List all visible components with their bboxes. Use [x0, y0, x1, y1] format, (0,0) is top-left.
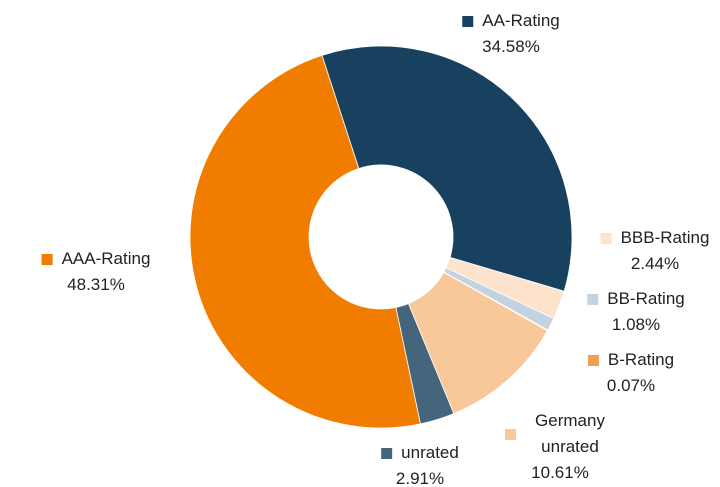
legend-swatch — [600, 232, 612, 244]
legend-entry: BBB-Rating — [600, 225, 710, 251]
legend-swatch — [587, 354, 599, 366]
legend-swatch — [505, 428, 516, 440]
category-label: AA-Rating — [482, 11, 560, 30]
data-label: BBB-Rating 2.44% — [600, 225, 710, 277]
data-label: unrated 2.91% — [381, 440, 459, 487]
data-label: B-Rating 0.07% — [587, 347, 675, 399]
value-label: 0.07% — [606, 376, 656, 395]
category-label: Germany unrated — [535, 411, 605, 456]
value-label: 2.91% — [395, 469, 445, 487]
legend-swatch — [587, 293, 599, 305]
category-label: BBB-Rating — [620, 228, 710, 247]
value-label: 10.61% — [531, 463, 589, 482]
category-label: unrated — [401, 443, 459, 462]
legend-swatch — [462, 15, 474, 27]
legend-entry: unrated — [381, 440, 459, 466]
legend-entry: B-Rating — [587, 347, 675, 373]
data-label: BB-Rating 1.08% — [587, 286, 685, 338]
donut-segment — [407, 271, 548, 415]
value-label: 2.44% — [630, 254, 680, 273]
category-label: BB-Rating — [607, 289, 685, 308]
legend-swatch — [381, 447, 393, 459]
data-label: AAA-Rating 48.31% — [41, 246, 151, 298]
data-label: AA-Rating 34.58% — [462, 8, 560, 60]
donut-segment — [321, 45, 573, 292]
donut-segment — [189, 54, 421, 429]
legend-swatch — [41, 253, 53, 265]
value-label: 1.08% — [611, 315, 661, 334]
legend-entry: AA-Rating — [462, 8, 560, 34]
category-label: B-Rating — [607, 350, 675, 369]
category-label: AAA-Rating — [61, 249, 151, 268]
legend-entry: Germany unrated — [505, 408, 615, 460]
legend-entry: BB-Rating — [587, 286, 685, 312]
value-label: 48.31% — [67, 275, 125, 294]
data-label: Germany unrated 10.61% — [505, 408, 615, 486]
value-label: 34.58% — [482, 37, 540, 56]
legend-entry: AAA-Rating — [41, 246, 151, 272]
